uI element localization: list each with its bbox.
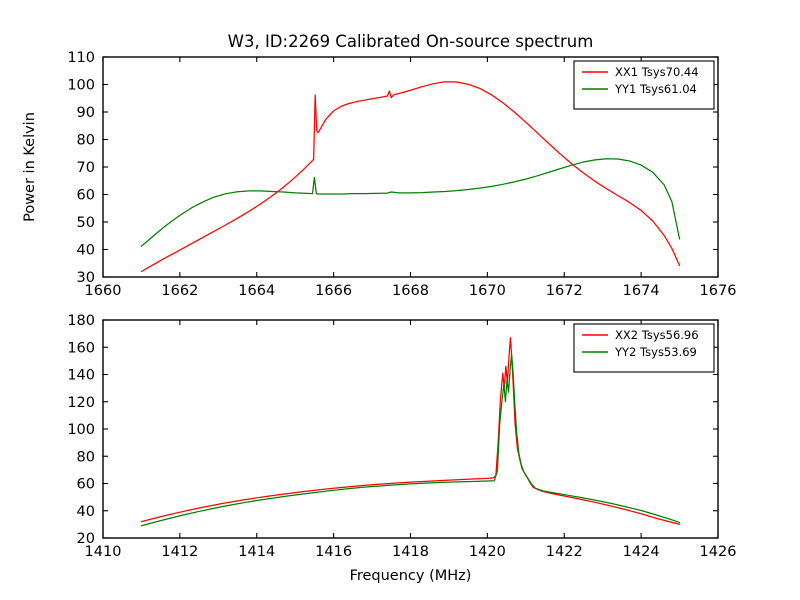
y-tick-label: 100: [67, 78, 95, 94]
legend-label: YY1 Tsys61.04: [614, 82, 697, 96]
legend-label: XX2 Tsys56.96: [615, 328, 699, 342]
x-tick-label: 1422: [546, 544, 583, 560]
figure-title: W3, ID:2269 Calibrated On-source spectru…: [228, 32, 594, 51]
x-tick-label: 1426: [700, 544, 737, 560]
y-tick-label: 160: [67, 340, 95, 356]
x-tick-label: 1674: [623, 283, 660, 299]
x-tick-label: 1666: [315, 283, 352, 299]
y-tick-label: 40: [77, 504, 95, 520]
y-axis-label: Power in Kelvin: [22, 112, 38, 222]
y-tick-label: 30: [77, 270, 95, 286]
y-tick-label: 100: [67, 422, 95, 438]
y-tick-label: 60: [77, 477, 95, 493]
y-tick-label: 60: [77, 188, 95, 204]
series-line-xx2: [140, 337, 681, 525]
series-line-yy2: [140, 353, 681, 527]
y-tick-label: 180: [67, 313, 95, 329]
y-tick-label: 70: [77, 160, 95, 176]
series-line-xx1: [140, 81, 681, 273]
y-tick-label: 110: [67, 50, 95, 66]
y-tick-label: 20: [77, 531, 95, 547]
legend-box: [573, 323, 715, 373]
y-tick-label: 40: [77, 243, 95, 259]
x-axis-label: Frequency (MHz): [350, 568, 472, 584]
x-tick-label: 1670: [469, 283, 506, 299]
y-tick-label: 80: [77, 133, 95, 149]
legend-label: XX1 Tsys70.44: [615, 65, 699, 79]
x-tick-label: 1676: [700, 283, 737, 299]
x-tick-label: 1412: [161, 544, 198, 560]
legend-bottom: XX2 Tsys56.96 YY2 Tsys53.69: [573, 323, 715, 373]
y-tick-label: 50: [77, 215, 95, 231]
y-tick-label: 80: [77, 449, 95, 465]
x-tick-label: 1414: [238, 544, 275, 560]
legend-label: YY2 Tsys53.69: [614, 345, 697, 359]
x-tick-label: 1418: [392, 544, 429, 560]
y-tick-label: 90: [77, 105, 95, 121]
x-tick-label: 1416: [315, 544, 352, 560]
axes-panel-top: 1660 1662 1664 1666 1668 1670 1672 1674 1676 30 40…: [22, 50, 736, 299]
x-tick-label: 1662: [161, 283, 198, 299]
legend-top: XX1 Tsys70.44 YY1 Tsys61.04: [573, 60, 715, 110]
axes-panel-bottom: 1410 1412 1414 1416 1418 1420 1422 1424 1426 20 40…: [67, 313, 736, 584]
x-tick-label: 1668: [392, 283, 429, 299]
legend-box: [573, 60, 715, 110]
x-tick-label: 1672: [546, 283, 583, 299]
x-tick-label: 1420: [469, 544, 506, 560]
x-tick-label: 1660: [85, 283, 122, 299]
y-tick-label: 120: [67, 395, 95, 411]
series-line-yy1: [140, 158, 681, 247]
x-tick-label: 1410: [85, 544, 122, 560]
x-tick-label: 1424: [623, 544, 660, 560]
x-tick-label: 1664: [238, 283, 275, 299]
y-tick-label: 140: [67, 368, 95, 384]
